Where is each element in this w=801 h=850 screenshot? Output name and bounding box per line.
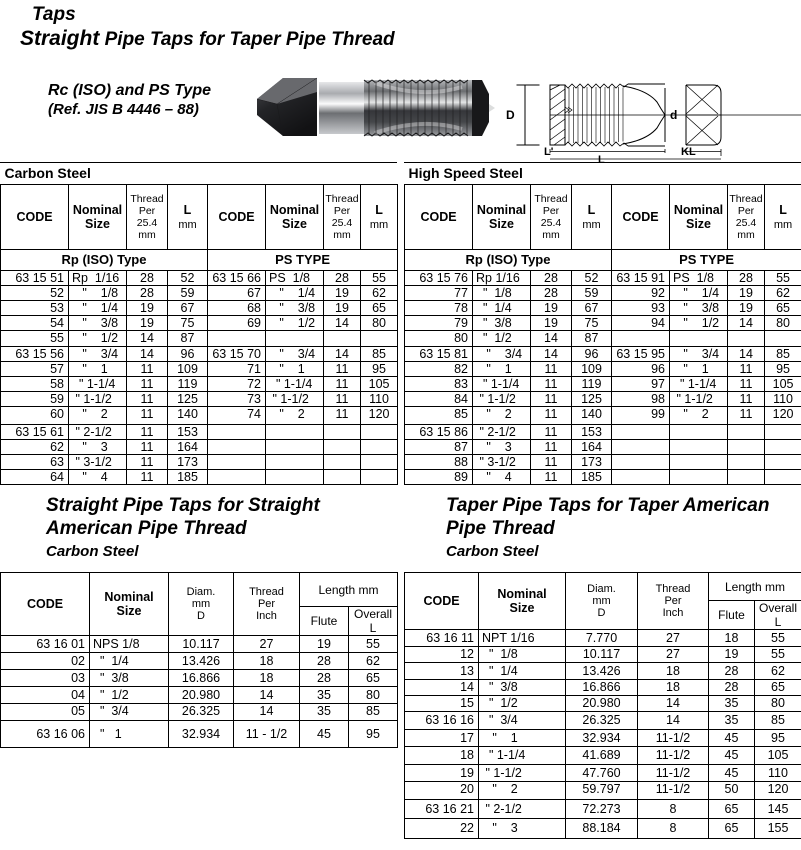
svg-text:d: d <box>670 108 677 122</box>
svg-text:D: D <box>506 108 515 122</box>
